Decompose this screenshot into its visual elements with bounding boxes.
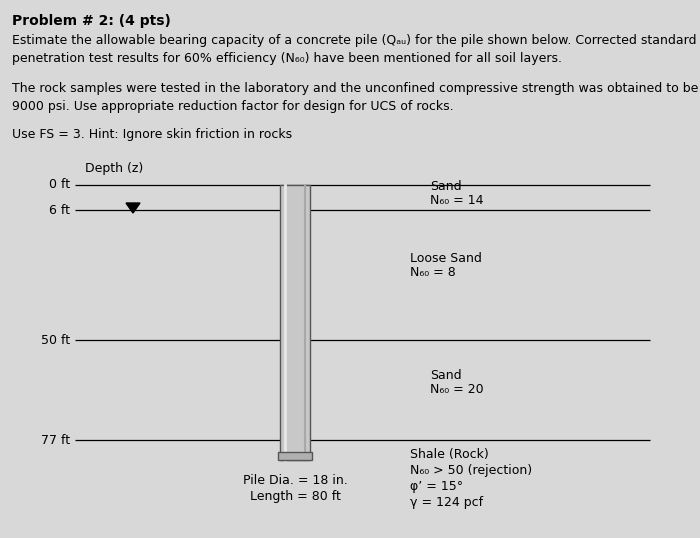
Text: Length = 80 ft: Length = 80 ft xyxy=(250,490,340,503)
Text: Estimate the allowable bearing capacity of a concrete pile (Qₐᵤ) for the pile sh: Estimate the allowable bearing capacity … xyxy=(12,34,696,65)
Text: Sand: Sand xyxy=(430,181,461,194)
Text: N₆₀ = 8: N₆₀ = 8 xyxy=(410,266,456,279)
Text: N₆₀ = 20: N₆₀ = 20 xyxy=(430,383,484,396)
Bar xyxy=(278,452,312,460)
Text: Sand: Sand xyxy=(430,369,461,382)
Text: 77 ft: 77 ft xyxy=(41,434,70,447)
Bar xyxy=(280,185,310,460)
Text: γ = 124 pcf: γ = 124 pcf xyxy=(410,496,483,509)
Text: 50 ft: 50 ft xyxy=(41,334,70,346)
Text: Loose Sand: Loose Sand xyxy=(410,252,482,265)
Text: Use FS = 3. Hint: Ignore skin friction in rocks: Use FS = 3. Hint: Ignore skin friction i… xyxy=(12,128,292,141)
Text: N₆₀ > 50 (rejection): N₆₀ > 50 (rejection) xyxy=(410,464,532,477)
Text: Depth (z): Depth (z) xyxy=(85,162,144,175)
Text: Problem # 2: (4 pts): Problem # 2: (4 pts) xyxy=(12,14,171,28)
Text: 0 ft: 0 ft xyxy=(49,179,70,192)
Text: N₆₀ = 14: N₆₀ = 14 xyxy=(430,195,484,208)
Text: The rock samples were tested in the laboratory and the unconfined compressive st: The rock samples were tested in the labo… xyxy=(12,82,699,113)
Text: Pile Dia. = 18 in.: Pile Dia. = 18 in. xyxy=(243,474,347,487)
Text: φ’ = 15°: φ’ = 15° xyxy=(410,480,463,493)
Text: Shale (Rock): Shale (Rock) xyxy=(410,448,489,461)
Polygon shape xyxy=(126,203,140,213)
Text: 6 ft: 6 ft xyxy=(49,203,70,216)
